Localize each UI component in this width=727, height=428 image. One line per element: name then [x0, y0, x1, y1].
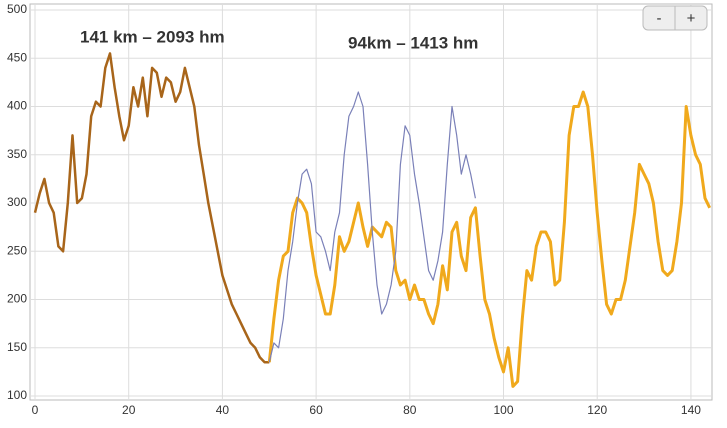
elevation-line	[267, 90, 712, 388]
y-tick-label: 200	[7, 292, 27, 306]
y-tick-label: 250	[7, 243, 27, 257]
x-tick-label: 60	[309, 403, 323, 417]
y-tick-label: 100	[7, 388, 27, 402]
x-tick-label: 20	[122, 403, 136, 417]
zoom-in-button[interactable]: +	[687, 10, 696, 27]
x-tick-label: 0	[32, 403, 39, 417]
elevation-line	[268, 91, 476, 363]
elevation-line	[33, 52, 270, 364]
plot-frame	[29, 3, 713, 401]
lines	[33, 52, 712, 388]
y-tick-label: 500	[7, 2, 27, 16]
x-tick-label: 140	[681, 403, 701, 417]
annotation: 141 km – 2093 hm	[80, 27, 225, 46]
y-tick-label: 350	[7, 147, 27, 161]
y-tick-label: 300	[7, 195, 27, 209]
grid	[30, 4, 712, 400]
x-tick-label: 120	[587, 403, 607, 417]
y-tick-label: 150	[7, 340, 27, 354]
x-tick-label: 40	[216, 403, 230, 417]
zoom-out-button[interactable]: -	[657, 10, 662, 27]
x-tick-label: 80	[403, 403, 417, 417]
annotation: 94km – 1413 hm	[348, 33, 478, 52]
zoom-controls: - +	[642, 5, 708, 31]
y-tick-label: 400	[7, 99, 27, 113]
y-tick-label: 450	[7, 50, 27, 64]
x-tick-label: 100	[493, 403, 513, 417]
